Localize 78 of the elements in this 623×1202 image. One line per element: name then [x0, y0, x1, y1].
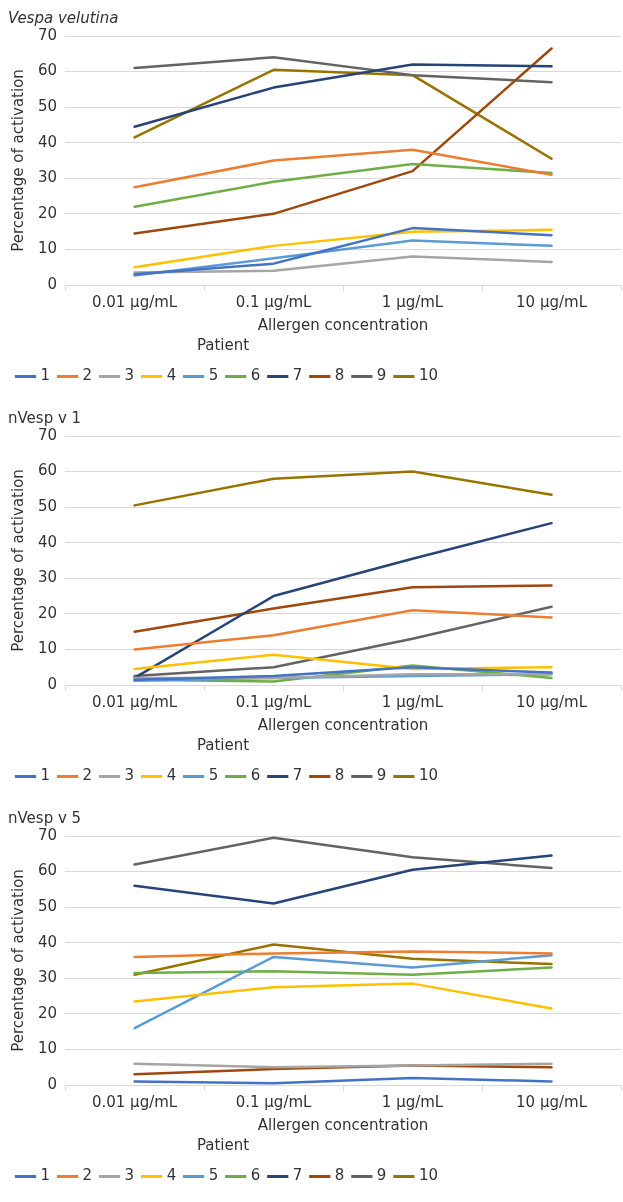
y-axis-title: Percentage of activation — [8, 469, 27, 652]
y-tick-label: 10 — [37, 639, 58, 658]
legend-label: 5 — [208, 366, 219, 385]
legend-label: 1 — [40, 766, 51, 785]
y-tick-label: 50 — [37, 897, 58, 916]
x-tick-label: 0.01 μg/mL — [91, 1092, 178, 1111]
y-tick-label: 10 — [37, 1039, 58, 1058]
y-tick-label: 10 — [37, 239, 58, 258]
y-tick-label: 30 — [37, 568, 58, 587]
legend-label: 7 — [292, 366, 303, 385]
legend-label: 2 — [82, 1166, 93, 1185]
x-axis-title: Allergen concentration — [257, 1115, 429, 1134]
legend-label: 7 — [292, 766, 303, 785]
y-tick-label: 60 — [37, 461, 58, 480]
y-axis-title: Percentage of activation — [8, 869, 27, 1052]
legend-title: Patient — [196, 1136, 250, 1155]
legend-label: 10 — [418, 1166, 438, 1185]
legend-label: 6 — [250, 766, 261, 785]
y-tick-label: 70 — [37, 825, 58, 844]
legend-label: 10 — [418, 366, 438, 385]
legend-label: 5 — [208, 1166, 219, 1185]
y-tick-label: 20 — [37, 603, 58, 622]
legend-label: 9 — [376, 1166, 387, 1185]
y-tick-label: 40 — [37, 532, 58, 551]
x-tick-label: 1 μg/mL — [381, 292, 444, 311]
y-tick-label: 30 — [37, 168, 58, 187]
x-tick-label: 10 μg/mL — [516, 1092, 588, 1111]
x-tick-label: 10 μg/mL — [516, 292, 588, 311]
legend-title: Patient — [196, 736, 250, 755]
legend-label: 1 — [40, 366, 51, 385]
x-tick-label: 0.1 μg/mL — [235, 292, 313, 311]
y-tick-label: 70 — [37, 425, 58, 444]
y-tick-label: 0 — [47, 274, 58, 293]
legend-label: 2 — [82, 766, 93, 785]
legend-label: 2 — [82, 366, 93, 385]
x-tick-label: 0.01 μg/mL — [91, 292, 178, 311]
y-tick-label: 50 — [37, 497, 58, 516]
x-tick-label: 1 μg/mL — [381, 1092, 444, 1111]
legend-title: Patient — [196, 336, 250, 355]
legend-label: 1 — [40, 1166, 51, 1185]
legend-label: 3 — [124, 366, 135, 385]
legend-label: 6 — [250, 1166, 261, 1185]
y-tick-label: 60 — [37, 61, 58, 80]
legend-label: 6 — [250, 366, 261, 385]
y-tick-label: 60 — [37, 861, 58, 880]
legend-label: 8 — [334, 766, 345, 785]
legend-label: 5 — [208, 766, 219, 785]
legend-label: 4 — [166, 1166, 177, 1185]
chart-title: Vespa velutina — [8, 8, 119, 27]
y-tick-label: 70 — [37, 25, 58, 44]
legend-label: 4 — [166, 766, 177, 785]
legend-label: 9 — [376, 366, 387, 385]
y-tick-label: 30 — [37, 968, 58, 987]
legend-label: 4 — [166, 366, 177, 385]
y-tick-label: 40 — [37, 932, 58, 951]
legend-label: 9 — [376, 766, 387, 785]
legend-label: 8 — [334, 1166, 345, 1185]
legend-label: 8 — [334, 366, 345, 385]
legend-label: 3 — [124, 1166, 135, 1185]
y-axis-title: Percentage of activation — [8, 69, 27, 252]
legend-label: 7 — [292, 1166, 303, 1185]
legend-label: 10 — [418, 766, 438, 785]
x-tick-label: 0.01 μg/mL — [91, 692, 178, 711]
y-tick-label: 0 — [47, 1074, 58, 1093]
x-tick-label: 0.1 μg/mL — [235, 692, 313, 711]
x-axis-title: Allergen concentration — [257, 715, 429, 734]
x-tick-label: 0.1 μg/mL — [235, 1092, 313, 1111]
y-tick-label: 20 — [37, 1003, 58, 1022]
y-tick-label: 50 — [37, 97, 58, 116]
x-tick-label: 1 μg/mL — [381, 692, 444, 711]
x-tick-label: 10 μg/mL — [516, 692, 588, 711]
y-tick-label: 40 — [37, 132, 58, 151]
x-axis-title: Allergen concentration — [257, 315, 429, 334]
y-tick-label: 0 — [47, 674, 58, 693]
legend-label: 3 — [124, 766, 135, 785]
chart-title: nVesp v 1 — [8, 408, 82, 427]
y-tick-label: 20 — [37, 203, 58, 222]
chart-title: nVesp v 5 — [8, 808, 82, 827]
